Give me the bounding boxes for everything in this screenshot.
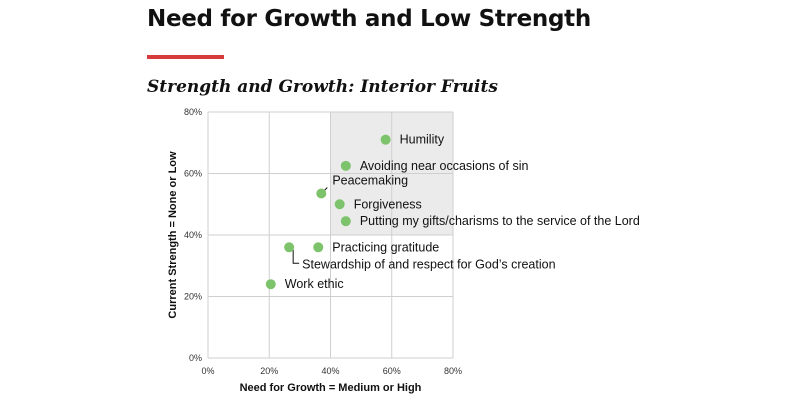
point-label: Stewardship of and respect for God’s cre… <box>302 257 555 271</box>
point-label: Forgiveness <box>354 197 422 211</box>
data-point <box>316 188 327 199</box>
y-tick-label: 60% <box>184 169 202 179</box>
x-tick-label: 60% <box>383 366 401 376</box>
y-tick-label: 0% <box>189 353 202 363</box>
point-label: Humility <box>400 133 445 147</box>
data-point <box>334 199 345 210</box>
x-tick-label: 20% <box>260 366 278 376</box>
y-tick-label: 80% <box>184 107 202 117</box>
x-axis-title: Need for Growth = Medium or High <box>240 382 422 394</box>
y-tick-label: 20% <box>184 292 202 302</box>
data-point <box>265 279 276 290</box>
point-label: Putting my gifts/charisms to the service… <box>360 214 640 228</box>
title-accent-rule <box>147 55 224 59</box>
data-point <box>380 134 391 145</box>
y-axis-title: Current Strength = None or Low <box>167 151 179 319</box>
chart-subtitle: Strength and Growth: Interior Fruits <box>147 77 498 97</box>
data-point <box>340 160 351 171</box>
y-tick-label: 40% <box>184 230 202 240</box>
point-label: Practicing gratitude <box>332 240 439 254</box>
point-label: Work ethic <box>285 277 344 291</box>
data-point <box>340 216 351 227</box>
point-label: Peacemaking <box>332 173 408 187</box>
x-tick-label: 0% <box>201 366 214 376</box>
data-point <box>284 242 295 253</box>
slide-title: Need for Growth and Low Strength <box>147 6 591 32</box>
x-tick-label: 80% <box>444 366 462 376</box>
data-point <box>313 242 324 253</box>
x-tick-label: 40% <box>321 366 339 376</box>
point-label: Avoiding near occasions of sin <box>360 159 529 173</box>
